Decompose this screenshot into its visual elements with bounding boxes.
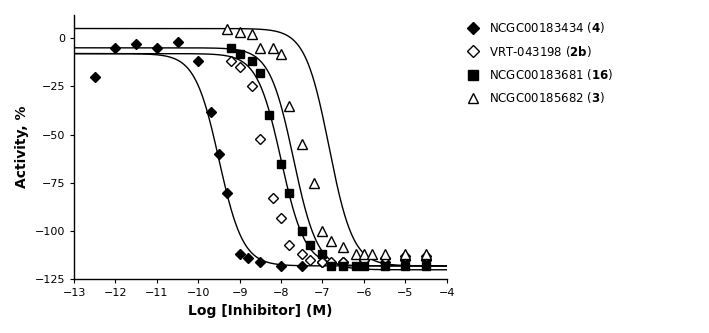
Y-axis label: Activity, %: Activity, % — [15, 106, 29, 188]
Legend: NCGC00183434 ($\bf{4}$), VRT-043198 ($\bf{2b}$), NCGC00183681 ($\bf{16}$), NCGC0: NCGC00183434 ($\bf{4}$), VRT-043198 ($\b… — [457, 16, 618, 110]
X-axis label: Log [Inhibitor] (M): Log [Inhibitor] (M) — [188, 304, 333, 318]
